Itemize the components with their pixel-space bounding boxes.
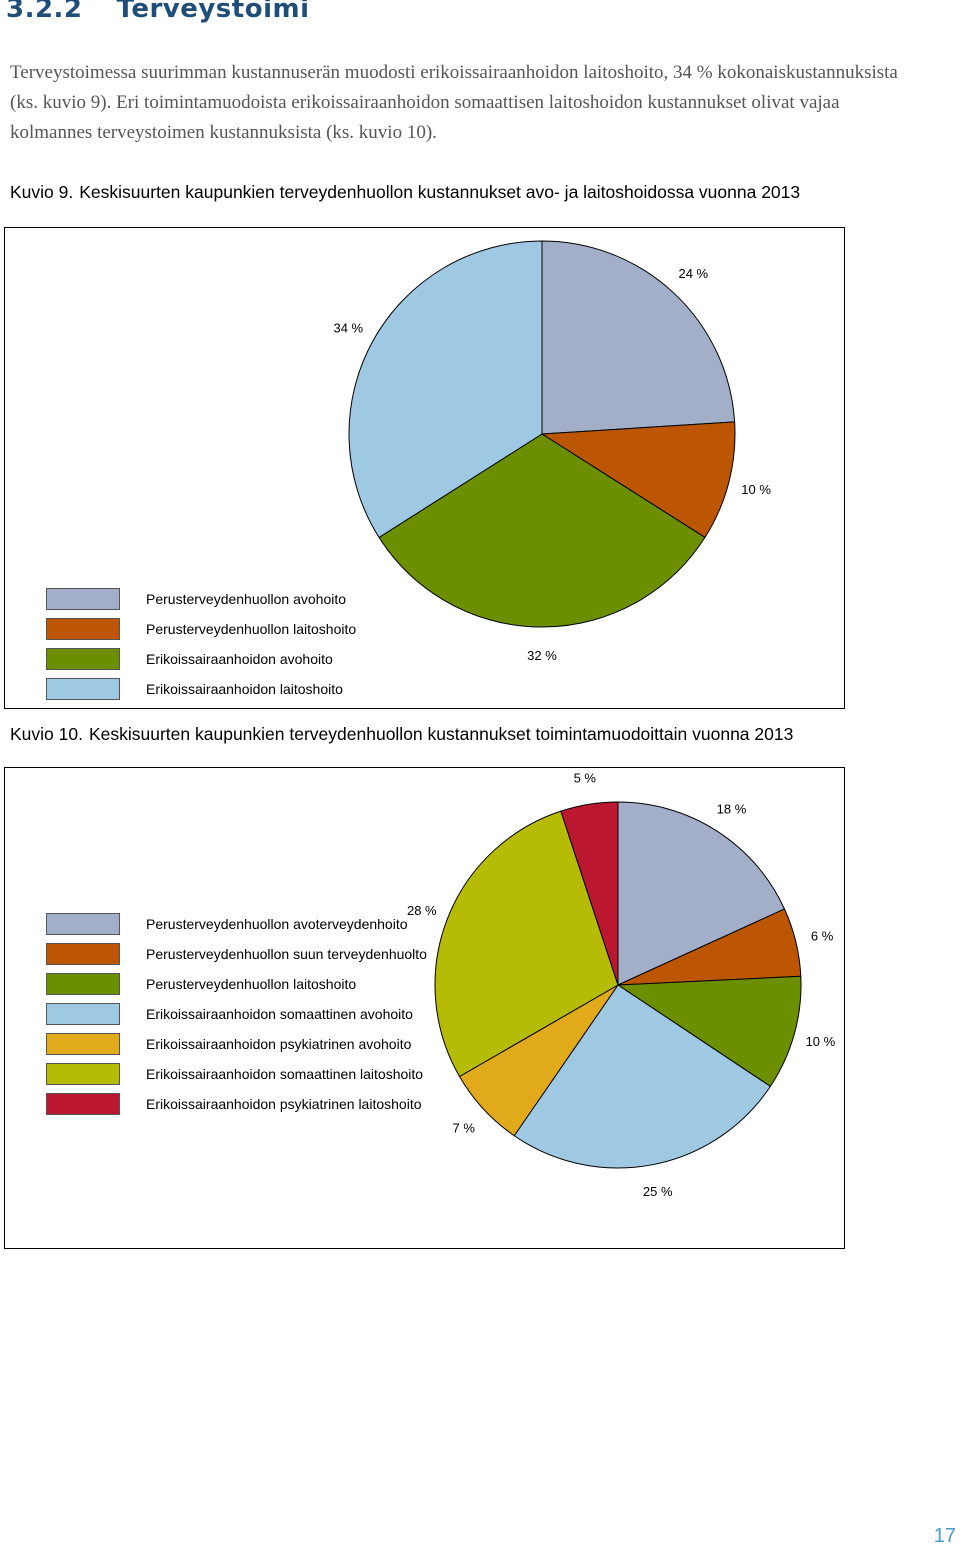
chart-2-legend-label: Perusterveydenhuollon laitoshoito — [146, 976, 357, 992]
chart-2-value-label-erikoissairaanhoidon-psykiatrinen-laitoshoito: 5 % — [574, 771, 597, 786]
chart-2-value-label-perusterveydenhuollon-avoterveydenhoito: 18 % — [717, 801, 747, 816]
chart-1-value-label-perusterveydenhuollon-avohoito: 24 % — [678, 266, 708, 281]
chart-2-value-label-erikoissairaanhoidon-somaattinen-avohoito: 25 % — [643, 1184, 673, 1199]
chart-2-legend-label: Perusterveydenhuollon avoterveydenhoito — [146, 916, 408, 932]
chart-2-legend-label: Erikoissairaanhoidon psykiatrinen laitos… — [146, 1096, 422, 1112]
chart-2-slice-perusterveydenhuollon-avoterveydenhoito — [617, 801, 786, 986]
chart-2-legend-swatch — [46, 913, 120, 935]
chart-1-pie: 24 % 10 % 32 % 34 % Perusterveydenhuollon a… — [4, 227, 845, 709]
chart-2-legend-swatch — [46, 1063, 120, 1085]
chart-2-legend-swatch — [46, 1003, 120, 1025]
chart-1-legend-swatch — [46, 588, 120, 610]
chart-1-legend-swatch — [46, 678, 120, 700]
chart-1-slice-erikoissairaanhoidon-laitoshoito — [348, 240, 543, 539]
chart-2-value-label-erikoissairaanhoidon-somaattinen-laitoshoito: 28 % — [407, 903, 437, 918]
chart-2-pie: 18 % 6 % 10 % 25 % 7 % 28 % 5 % Perusterveyden… — [4, 767, 845, 1249]
chart-2-slice-erikoissairaanhoidon-psykiatrinen-laitoshoito — [560, 801, 619, 986]
chart-2-title: Keskisuurten kaupunkien terveydenhuollon… — [88, 724, 794, 744]
page-number: 17 — [933, 1525, 956, 1547]
chart-2-slice-erikoissairaanhoidon-somaattinen-laitoshoito — [434, 810, 619, 1078]
chart-1-value-label-erikoissairaanhoidon-laitoshoito: 34 % — [333, 321, 363, 336]
chart-1-legend: Perusterveydenhuollon avohoito Perusterve… — [46, 588, 446, 708]
chart-2-caption-label: Kuvio 10. — [10, 724, 83, 744]
chart-2-legend-swatch — [46, 973, 120, 995]
intro-paragraph: Terveystoimessa suurimman kustannuserän … — [10, 62, 898, 143]
section-number: 3.2.2 — [6, 0, 83, 24]
chart-1-slice-erikoissairaanhoidon-avohoito — [378, 433, 706, 628]
chart-1-legend-label: Erikoissairaanhoidon laitoshoito — [146, 681, 343, 697]
chart-1-legend-label: Perusterveydenhuollon laitoshoito — [146, 621, 357, 637]
chart-2-legend: Perusterveydenhuollon avoterveydenhoito P… — [46, 913, 446, 1133]
chart-2-slice-perusterveydenhuollon-laitoshoito — [616, 975, 802, 1088]
chart-2-legend-label: Erikoissairaanhoidon somaattinen laitosh… — [146, 1066, 424, 1082]
chart-2-plot: 18 % 6 % 10 % 25 % 7 % 28 % 5 % — [407, 771, 836, 1200]
chart-2-value-label-perusterveydenhuollon-suun-terveydenhuolto: 6 % — [811, 929, 834, 944]
chart-2-value-label-erikoissairaanhoidon-psykiatrinen-avohoito: 7 % — [452, 1121, 475, 1136]
chart-2-caption: Kuvio 10. Keskisuurten kaupunkien terveyd… — [10, 724, 890, 744]
chart-1-slice-perusterveydenhuollon-avohoito — [541, 240, 736, 435]
chart-1-caption: Kuvio 9. Keskisuurten kaupunkien terveyde… — [10, 182, 890, 202]
chart-1-legend-swatch — [46, 648, 120, 670]
chart-2-legend-swatch — [46, 943, 120, 965]
chart-1-slice-perusterveydenhuollon-laitoshoito — [540, 421, 736, 539]
chart-2-slice-erikoissairaanhoidon-somaattinen-avohoito — [513, 984, 772, 1169]
chart-1-value-label-erikoissairaanhoidon-avohoito: 32 % — [527, 648, 557, 663]
chart-1-value-label-perusterveydenhuollon-laitoshoito: 10 % — [741, 482, 771, 497]
chart-2-legend-swatch — [46, 1033, 120, 1055]
chart-1-legend-label: Erikoissairaanhoidon avohoito — [146, 651, 333, 667]
chart-2-legend-label: Erikoissairaanhoidon somaattinen avohoit… — [146, 1006, 413, 1022]
chart-1-legend-swatch — [46, 618, 120, 640]
chart-1-title: Keskisuurten kaupunkien terveydenhuollon… — [79, 182, 801, 202]
chart-2-legend-label: Perusterveydenhuollon suun terveydenhuol… — [146, 946, 427, 962]
chart-2-legend-label: Erikoissairaanhoidon psykiatrinen avohoi… — [146, 1036, 412, 1052]
section-heading: 3.2.2 Terveystoimi — [6, 0, 309, 24]
chart-2-legend-swatch — [46, 1093, 120, 1115]
chart-1-legend-label: Perusterveydenhuollon avohoito — [146, 591, 347, 607]
chart-1-caption-label: Kuvio 9. — [10, 182, 74, 202]
chart-2-value-label-perusterveydenhuollon-laitoshoito: 10 % — [806, 1034, 836, 1049]
chart-1-plot: 24 % 10 % 32 % 34 % — [333, 240, 771, 663]
section-title: Terveystoimi — [116, 0, 310, 24]
